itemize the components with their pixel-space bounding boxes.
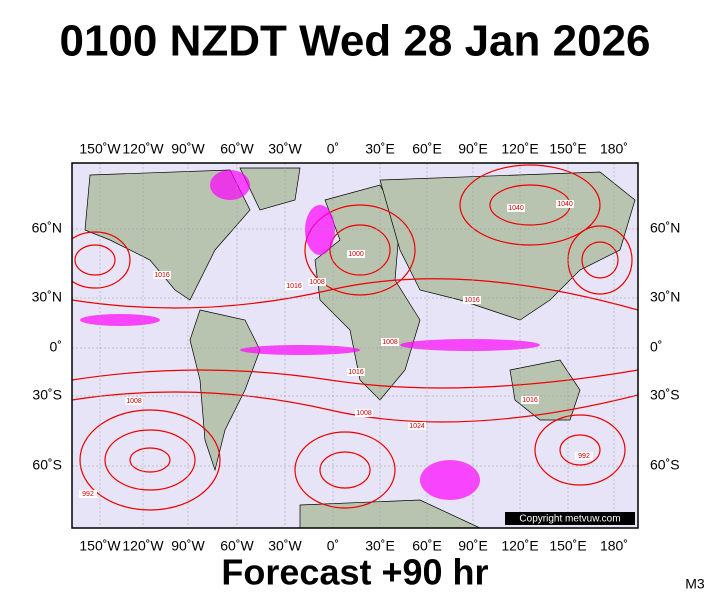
lat-label-right: 60˚N [650,220,680,236]
lon-label-top: 120˚E [501,141,538,157]
isobar-label: 1000 [348,251,364,258]
isobar-label: 1024 [409,423,425,430]
isobar-label: 992 [578,453,590,460]
isobar-label: 1016 [464,297,480,304]
isobar-label-bg [463,296,481,304]
isobar-label-bg [308,278,326,286]
lon-label-top: 60˚W [220,141,254,157]
isobar-label-bg [575,452,593,460]
isobar-label-bg [285,282,303,290]
lat-label-right: 0˚ [650,339,662,355]
lon-label-top: 90˚W [171,141,205,157]
lat-label-right: 30˚S [650,387,680,403]
model-label: M3 [685,576,705,592]
lon-label-bottom: 150˚W [79,538,121,554]
lon-label-top: 90˚E [458,141,488,157]
isobar-label-bg [79,490,97,498]
isobar-label: 992 [82,491,94,498]
lon-label-top: 0˚ [327,141,339,157]
lon-label-bottom: 60˚W [220,538,254,554]
lon-label-top: 150˚W [79,141,121,157]
isobar-label: 1040 [557,201,573,208]
lon-label-bottom: 120˚W [122,538,164,554]
lat-label-left: 30˚S [32,387,62,403]
lon-label-top: 60˚E [412,141,442,157]
title: 0100 NZDT Wed 28 Jan 2026 [59,17,650,66]
lon-label-bottom: 90˚W [171,538,205,554]
lon-label-bottom: 30˚E [365,538,395,554]
forecast-label: Forecast +90 hr [221,552,488,593]
lon-label-top: 120˚W [122,141,164,157]
lon-label-bottom: 120˚E [501,538,538,554]
isobar-label: 1008 [356,410,372,417]
isobar-label-bg [125,397,143,405]
lon-label-bottom: 150˚E [549,538,586,554]
isobar-label: 1016 [154,272,170,279]
lon-label-bottom: 60˚E [412,538,442,554]
isobar-label-bg [355,409,373,417]
isobar-label-bg [507,204,525,212]
lat-label-right: 60˚S [650,457,680,473]
isobar-label: 1008 [382,339,398,346]
lat-label-left: 30˚N [32,289,62,305]
isobar-label-bg [153,271,171,279]
isobar-label: 1016 [286,283,302,290]
lon-label-bottom: 90˚E [458,538,488,554]
lat-label-right: 30˚N [650,289,680,305]
lon-label-bottom: 0˚ [327,538,339,554]
map: 1040 1040 1016 1008 1000 1016 1016 1008 1016 1008… [72,163,638,528]
isobar-label-bg [347,250,365,258]
isobar-label-bg [408,422,426,430]
lon-label-bottom: 30˚W [268,538,302,554]
map-frame [71,162,639,529]
lon-label-top: 180˚ [600,141,628,157]
isobar-label-bg [556,200,574,208]
lon-label-top: 30˚W [268,141,302,157]
lat-label-left: 0˚ [50,339,62,355]
lon-label-bottom: 180˚ [600,538,628,554]
isobar-label: 1008 [126,398,142,405]
isobar-label-bg [381,338,399,346]
lon-label-top: 150˚E [549,141,586,157]
copyright: Copyright metvuw.com [519,514,620,525]
isobar-label-bg [521,396,539,404]
isobar-label: 1040 [508,205,524,212]
isobar-label: 1008 [309,279,325,286]
lat-label-left: 60˚S [32,457,62,473]
isobar-label: 1016 [348,369,364,376]
lat-label-left: 60˚N [32,220,62,236]
isobar-label: 1016 [522,397,538,404]
lon-label-top: 30˚E [365,141,395,157]
isobar-label-bg [347,368,365,376]
